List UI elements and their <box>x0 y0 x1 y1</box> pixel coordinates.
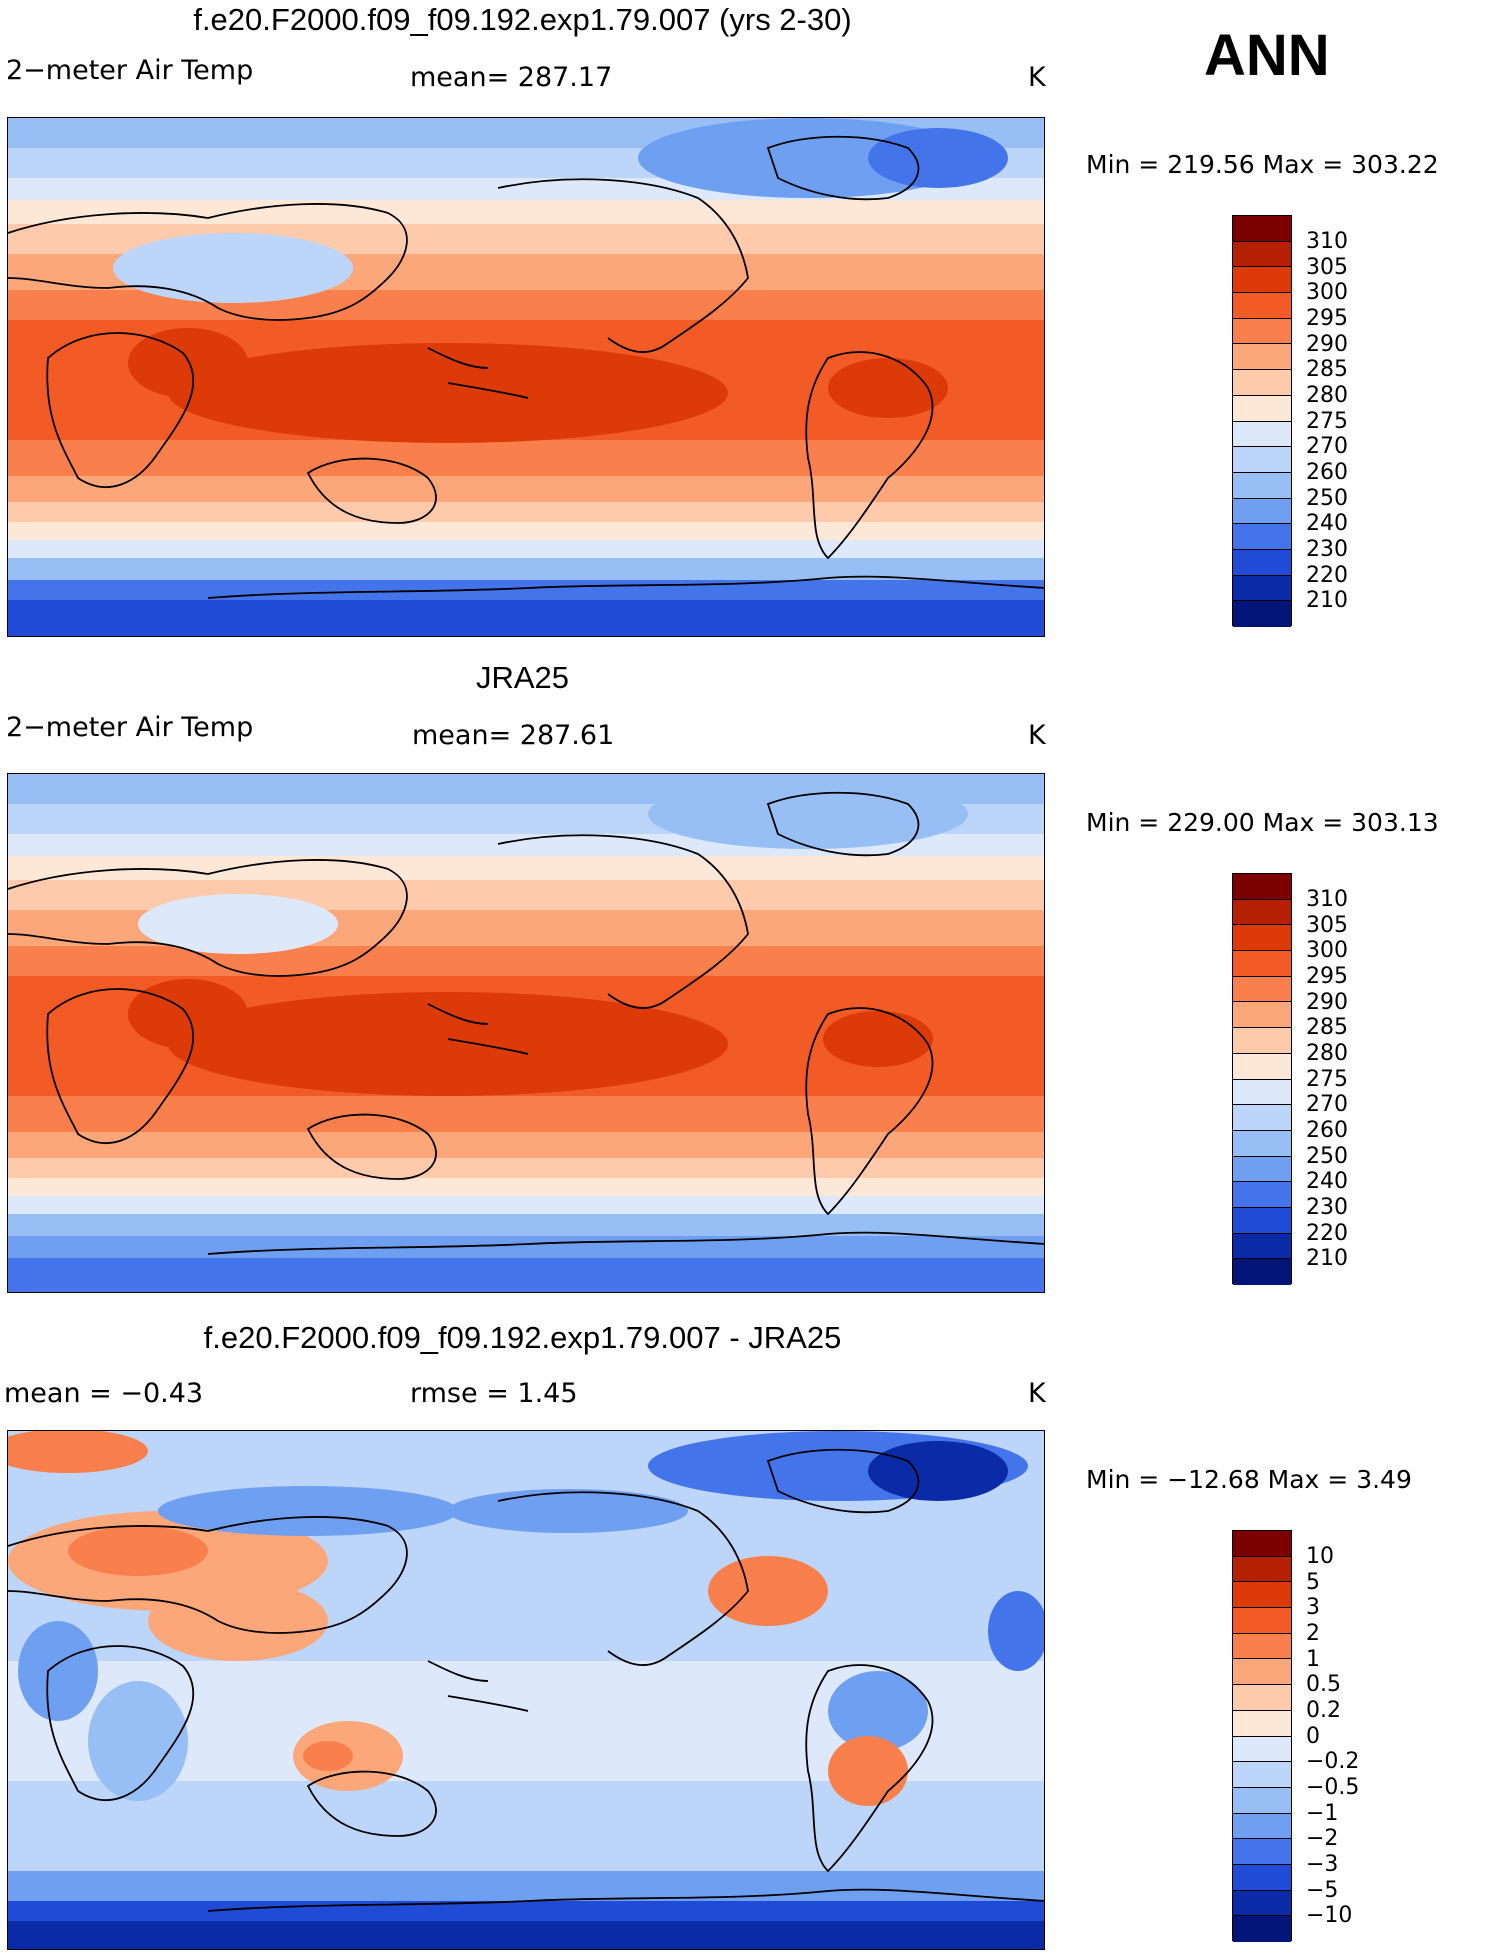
colorbar-tick-label: 300 <box>1306 938 1348 963</box>
colorbar-tick-label: 310 <box>1306 887 1348 912</box>
colorbar-tick-label: −0.5 <box>1306 1775 1360 1800</box>
colorbar-tick-label: 285 <box>1306 1015 1348 1040</box>
minmax-label: Min = −12.68 Max = 3.49 <box>1086 1465 1412 1494</box>
temperature-map <box>7 773 1045 1293</box>
colorbar-tick-label: −3 <box>1306 1852 1339 1877</box>
minmax-label: Min = 229.00 Max = 303.13 <box>1086 808 1439 837</box>
colorbar <box>1232 1530 1292 1942</box>
colorbar-tick-label: 275 <box>1306 409 1348 434</box>
colorbar-tick-label: 240 <box>1306 511 1348 536</box>
colorbar-tick-label: 3 <box>1306 1595 1320 1620</box>
colorbar-tick-label: 5 <box>1306 1570 1320 1595</box>
difference-map <box>7 1430 1045 1950</box>
coastlines <box>8 791 1044 1255</box>
variable-label: 2−meter Air Temp <box>6 55 254 86</box>
colorbar-tick-label: −1 <box>1306 1801 1339 1826</box>
colorbar-tick-label: 270 <box>1306 1092 1348 1117</box>
panel-title: f.e20.F2000.f09_f09.192.exp1.79.007 (yrs… <box>193 2 852 37</box>
coastlines <box>8 135 1044 599</box>
variable-label: 2−meter Air Temp <box>6 712 254 743</box>
colorbar-tick-label: 305 <box>1306 255 1348 280</box>
colorbar-tick-label: 260 <box>1306 1118 1348 1143</box>
colorbar <box>1232 215 1292 627</box>
colorbar-tick-label: 260 <box>1306 460 1348 485</box>
rmse-label: rmse = 1.45 <box>410 1378 578 1409</box>
colorbar-tick-label: 1 <box>1306 1647 1320 1672</box>
colorbar-tick-label: 230 <box>1306 537 1348 562</box>
coastlines <box>8 1448 1044 1912</box>
colorbar-tick-label: 250 <box>1306 1144 1348 1169</box>
difference-field <box>8 1431 1044 1949</box>
colorbar-tick-label: 280 <box>1306 1041 1348 1066</box>
mean-label: mean= 287.61 <box>412 720 615 751</box>
mean-label: mean = −0.43 <box>4 1378 204 1409</box>
season-label: ANN <box>1204 23 1330 88</box>
colorbar-tick-label: 280 <box>1306 383 1348 408</box>
colorbar-tick-label: 220 <box>1306 563 1348 588</box>
colorbar-tick-label: 210 <box>1306 588 1348 613</box>
panel-title: f.e20.F2000.f09_f09.192.exp1.79.007 - JR… <box>203 1320 842 1355</box>
panel-title: JRA25 <box>475 660 570 695</box>
units-label: K <box>1028 720 1046 751</box>
temperature-field <box>8 774 1044 1292</box>
colorbar-tick-label: −5 <box>1306 1878 1339 1903</box>
units-label: K <box>1028 1378 1046 1409</box>
units-label: K <box>1028 62 1046 93</box>
colorbar-tick-label: 0 <box>1306 1724 1320 1749</box>
colorbar-tick-label: 250 <box>1306 486 1348 511</box>
colorbar-tick-label: 305 <box>1306 913 1348 938</box>
colorbar-tick-label: −2 <box>1306 1826 1339 1851</box>
temperature-map <box>7 117 1045 637</box>
temperature-field <box>8 118 1044 636</box>
colorbar-tick-label: 285 <box>1306 357 1348 382</box>
mean-label: mean= 287.17 <box>410 62 613 93</box>
colorbar-tick-label: 2 <box>1306 1621 1320 1646</box>
colorbar <box>1232 873 1292 1285</box>
colorbar-tick-label: 10 <box>1306 1544 1334 1569</box>
colorbar-tick-label: 290 <box>1306 990 1348 1015</box>
colorbar-tick-label: −10 <box>1306 1903 1353 1928</box>
minmax-label: Min = 219.56 Max = 303.22 <box>1086 150 1439 179</box>
colorbar-tick-label: 0.2 <box>1306 1698 1341 1723</box>
colorbar-tick-label: 295 <box>1306 306 1348 331</box>
colorbar-tick-label: 310 <box>1306 229 1348 254</box>
colorbar-tick-label: 220 <box>1306 1221 1348 1246</box>
colorbar-tick-label: 295 <box>1306 964 1348 989</box>
colorbar-tick-label: 210 <box>1306 1246 1348 1271</box>
colorbar-tick-label: 240 <box>1306 1169 1348 1194</box>
colorbar-tick-label: −0.2 <box>1306 1749 1360 1774</box>
colorbar-tick-label: 290 <box>1306 332 1348 357</box>
colorbar-tick-label: 300 <box>1306 280 1348 305</box>
colorbar-tick-label: 230 <box>1306 1195 1348 1220</box>
colorbar-tick-label: 0.5 <box>1306 1672 1341 1697</box>
colorbar-tick-label: 270 <box>1306 434 1348 459</box>
colorbar-tick-label: 275 <box>1306 1067 1348 1092</box>
